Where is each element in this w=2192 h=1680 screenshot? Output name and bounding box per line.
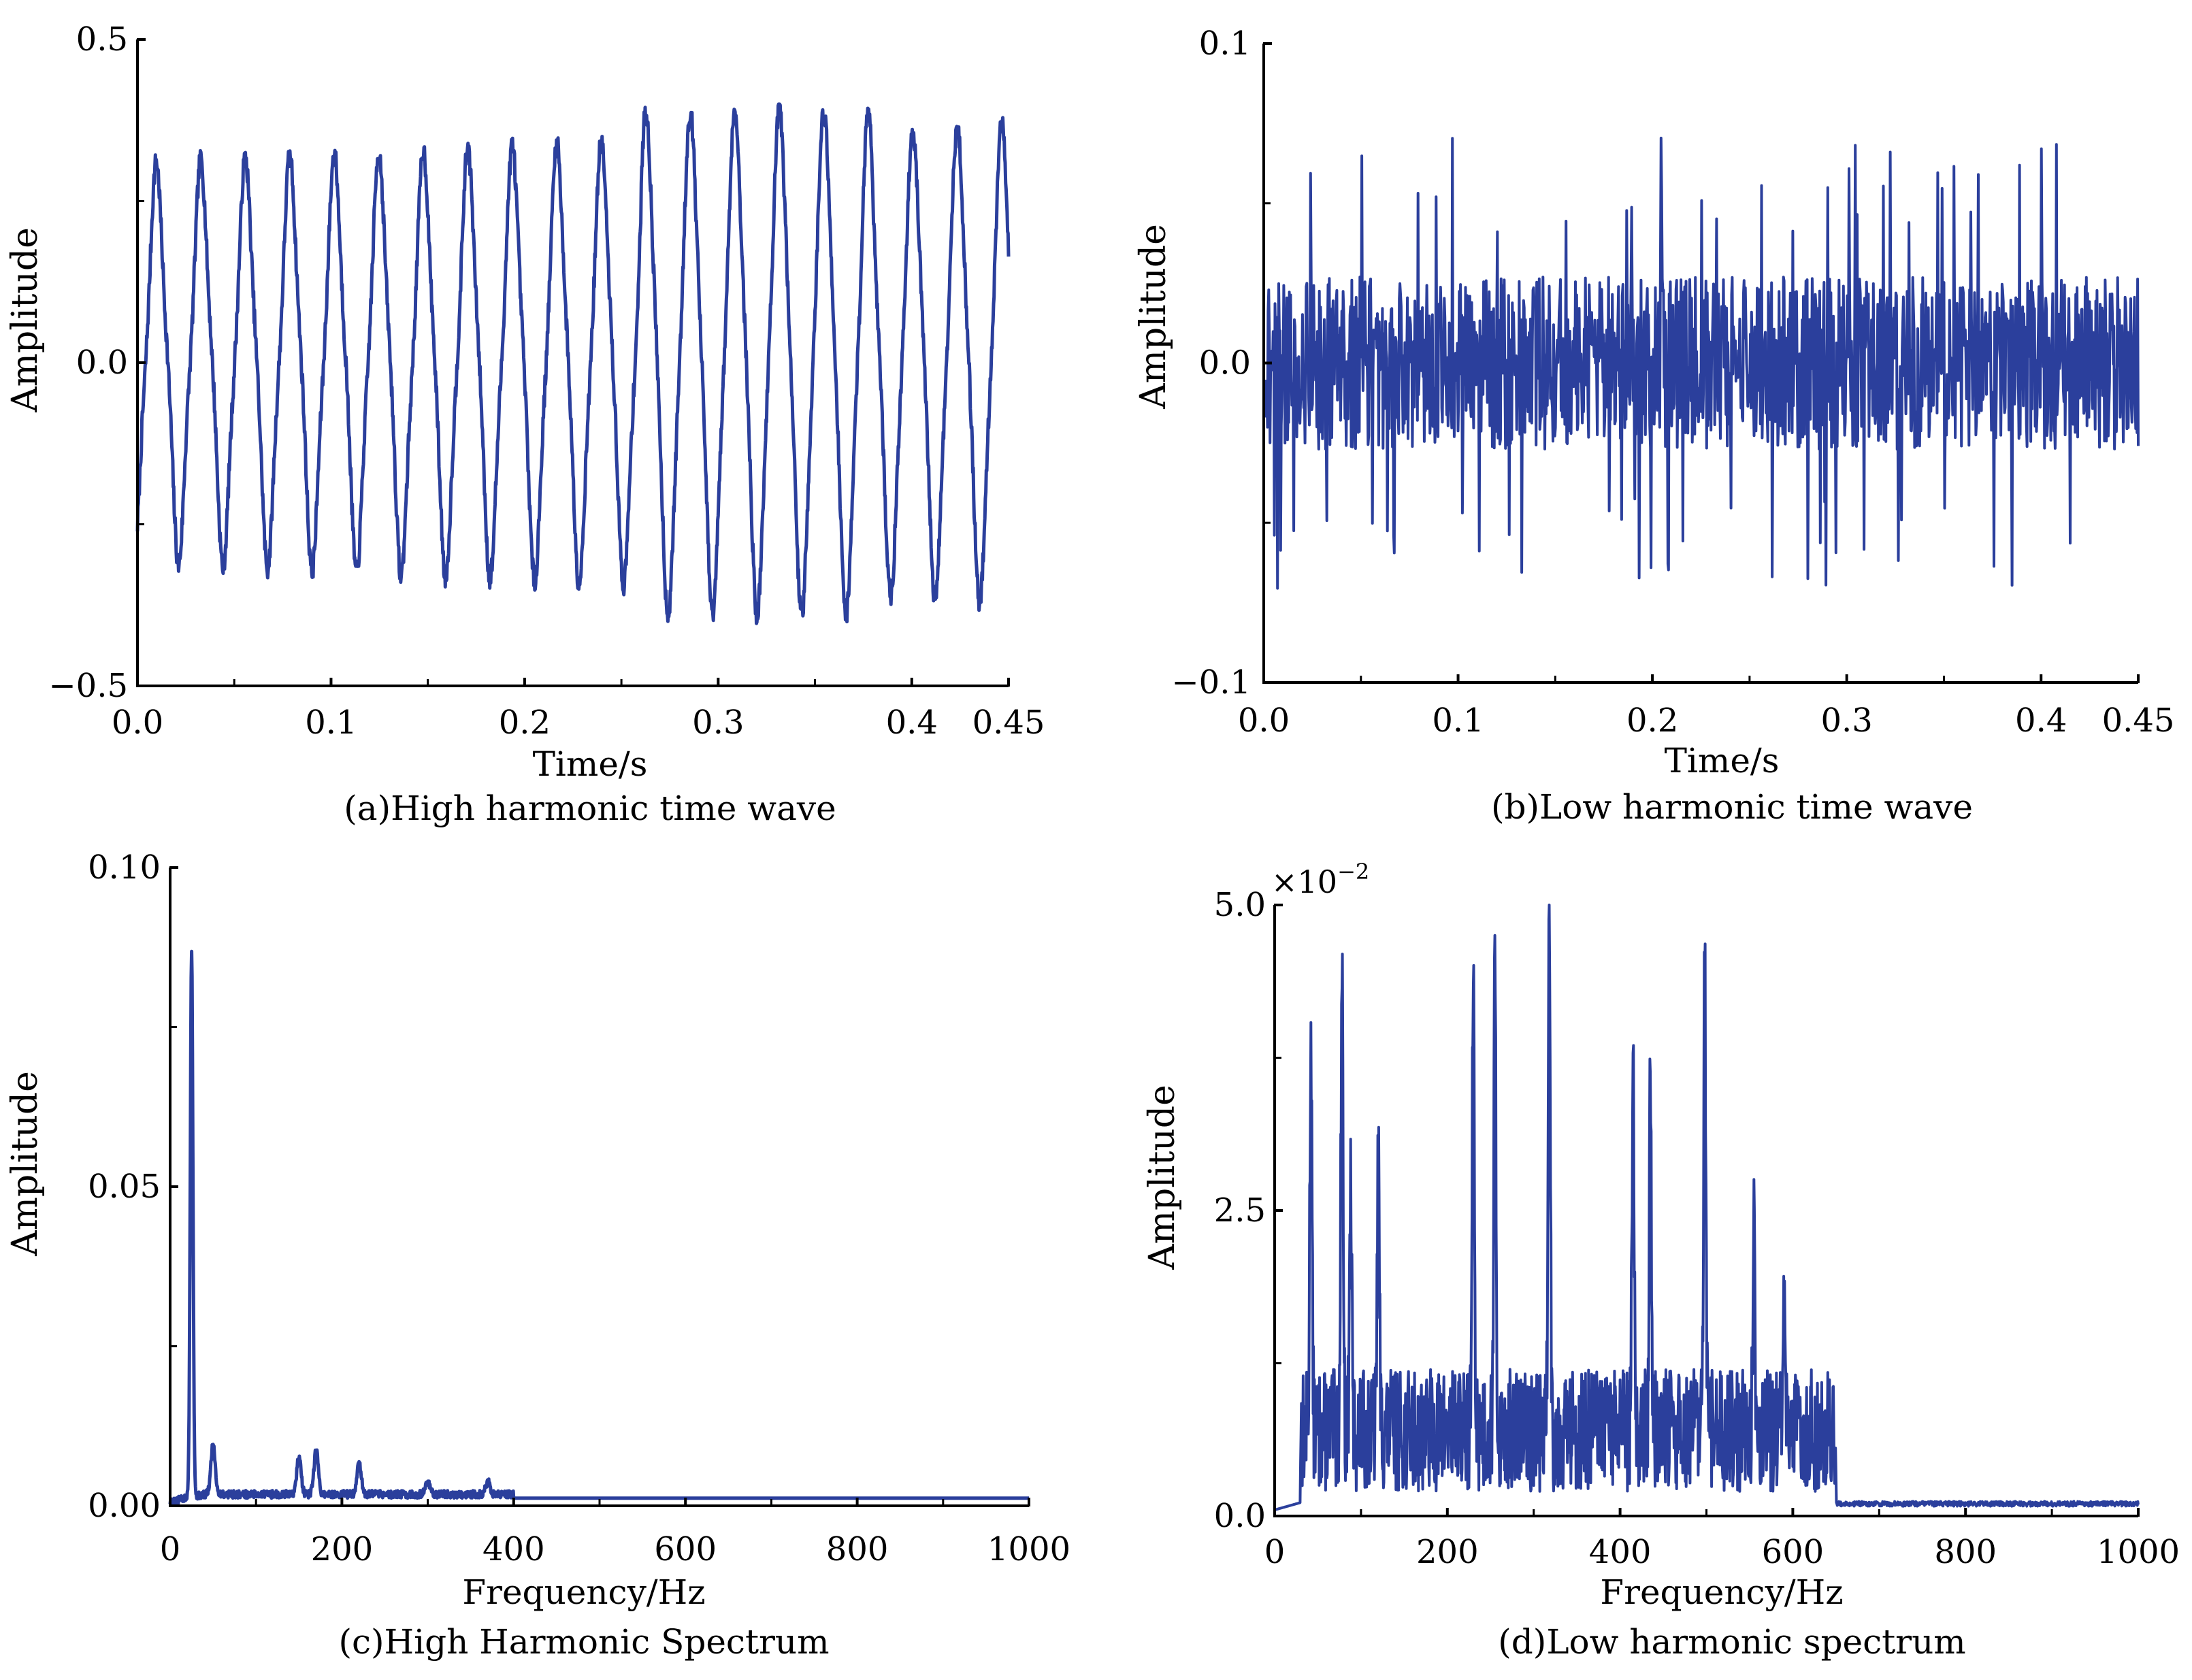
panel-d-x-tick-label: 800: [1934, 1533, 1997, 1571]
panel-b-y-tick-label: 0.0: [1199, 344, 1251, 382]
panel-c-series-line: [168, 949, 1030, 1506]
panel-a-x-tick-label: 0.0: [112, 704, 163, 742]
panel-b-x-tick-label: 0.4: [2015, 702, 2067, 740]
panel-b-x-tick-label: 0.0: [1238, 702, 1290, 740]
panel-a-x-tick-label: 0.4: [886, 704, 938, 742]
panel-d-y-tick-label: 2.5: [1214, 1191, 1266, 1230]
panel-a-caption: (a)High harmonic time wave: [344, 789, 836, 828]
panel-a: 0.50.0−0.5 0.0 0.1 0.2 0.3 0.4 0.45 Amplitude…: [5, 20, 1045, 828]
panel-d-y-tick-label: 5.0: [1214, 886, 1266, 924]
panel-c-x-tick-label: 800: [826, 1530, 889, 1568]
panel-c: 0.10 0.05 0.00 0 200 400 600 800 1000 Amplitude…: [5, 849, 1070, 1662]
panel-b-x-tick-label: 0.45: [2102, 702, 2175, 740]
panel-d-caption: (d)Low harmonic spectrum: [1498, 1622, 1965, 1662]
panel-d-y-tick-label: 0.0: [1214, 1497, 1266, 1535]
panel-c-x-tick-label: 0: [160, 1530, 181, 1568]
panel-b-x-tick-label: 0.3: [1820, 702, 1872, 740]
panel-d-x-tick-label: 600: [1762, 1533, 1825, 1571]
panel-c-caption: (c)High Harmonic Spectrum: [338, 1622, 829, 1662]
panel-c-y-tick-label: 0.00: [88, 1487, 161, 1525]
panel-a-y-tick-label: 0.0: [76, 344, 128, 382]
panel-c-x-tick-label: 200: [311, 1530, 374, 1568]
panel-b-x-tick-label: 0.1: [1432, 702, 1484, 740]
panel-a-y-tick-label: −0.5: [48, 667, 128, 705]
panel-a-y-tick-label: 0.5: [76, 20, 128, 59]
panel-c-x-tick-label: 1000: [987, 1530, 1070, 1568]
panel-d-series-line: [1273, 904, 2140, 1511]
panel-d-x-label: Frequency/Hz: [1600, 1572, 1843, 1612]
panel-d-x-tick-label: 200: [1416, 1533, 1479, 1571]
panel-d: 5.0 2.5 0.0 0 200 400 600 800 1000 ×10−2 Amplit…: [1142, 859, 2180, 1662]
panel-c-x-label: Frequency/Hz: [462, 1572, 705, 1612]
panel-a-x-tick-label: 0.45: [972, 704, 1045, 742]
panel-b-series-line: [1262, 136, 2140, 590]
panel-b-y-label: Amplitude: [1133, 224, 1174, 410]
panel-d-scale-exponent: −2: [1337, 859, 1369, 885]
panel-b-caption: (b)Low harmonic time wave: [1491, 787, 1973, 827]
panel-d-y-label: Amplitude: [1142, 1085, 1183, 1270]
panel-d-x-tick-label: 400: [1589, 1533, 1652, 1571]
panel-c-y-tick-label: 0.10: [88, 849, 161, 887]
panel-d-x-tick-label: 0: [1264, 1533, 1286, 1571]
panel-b-x-label: Time/s: [1665, 741, 1780, 780]
panel-a-x-tick-label: 0.1: [305, 704, 357, 742]
panel-a-y-label: Amplitude: [5, 227, 46, 413]
panel-b-x-tick-label: 0.2: [1626, 702, 1678, 740]
panel-c-x-tick-label: 600: [654, 1530, 717, 1568]
panel-b-y-tick-label: −0.1: [1171, 663, 1251, 702]
panel-d-scale-note: ×10−2: [1271, 859, 1369, 900]
panel-a-x-label: Time/s: [533, 744, 648, 784]
panel-d-scale-base: ×10: [1271, 863, 1337, 900]
panel-d-x-tick-label: 1000: [2097, 1533, 2180, 1571]
panel-c-x-tick-label: 400: [482, 1530, 545, 1568]
panel-a-x-tick-label: 0.2: [499, 704, 551, 742]
panel-a-series-line: [135, 102, 1011, 625]
panel-c-y-label: Amplitude: [5, 1071, 46, 1257]
panel-a-x-tick-label: 0.3: [692, 704, 744, 742]
panel-b-y-tick-label: 0.1: [1199, 24, 1251, 63]
panel-c-y-tick-label: 0.05: [88, 1168, 161, 1206]
panel-b: 0.10.0−0.1 0.0 0.1 0.2 0.3 0.4 0.45 Amplitude…: [1133, 24, 2174, 827]
